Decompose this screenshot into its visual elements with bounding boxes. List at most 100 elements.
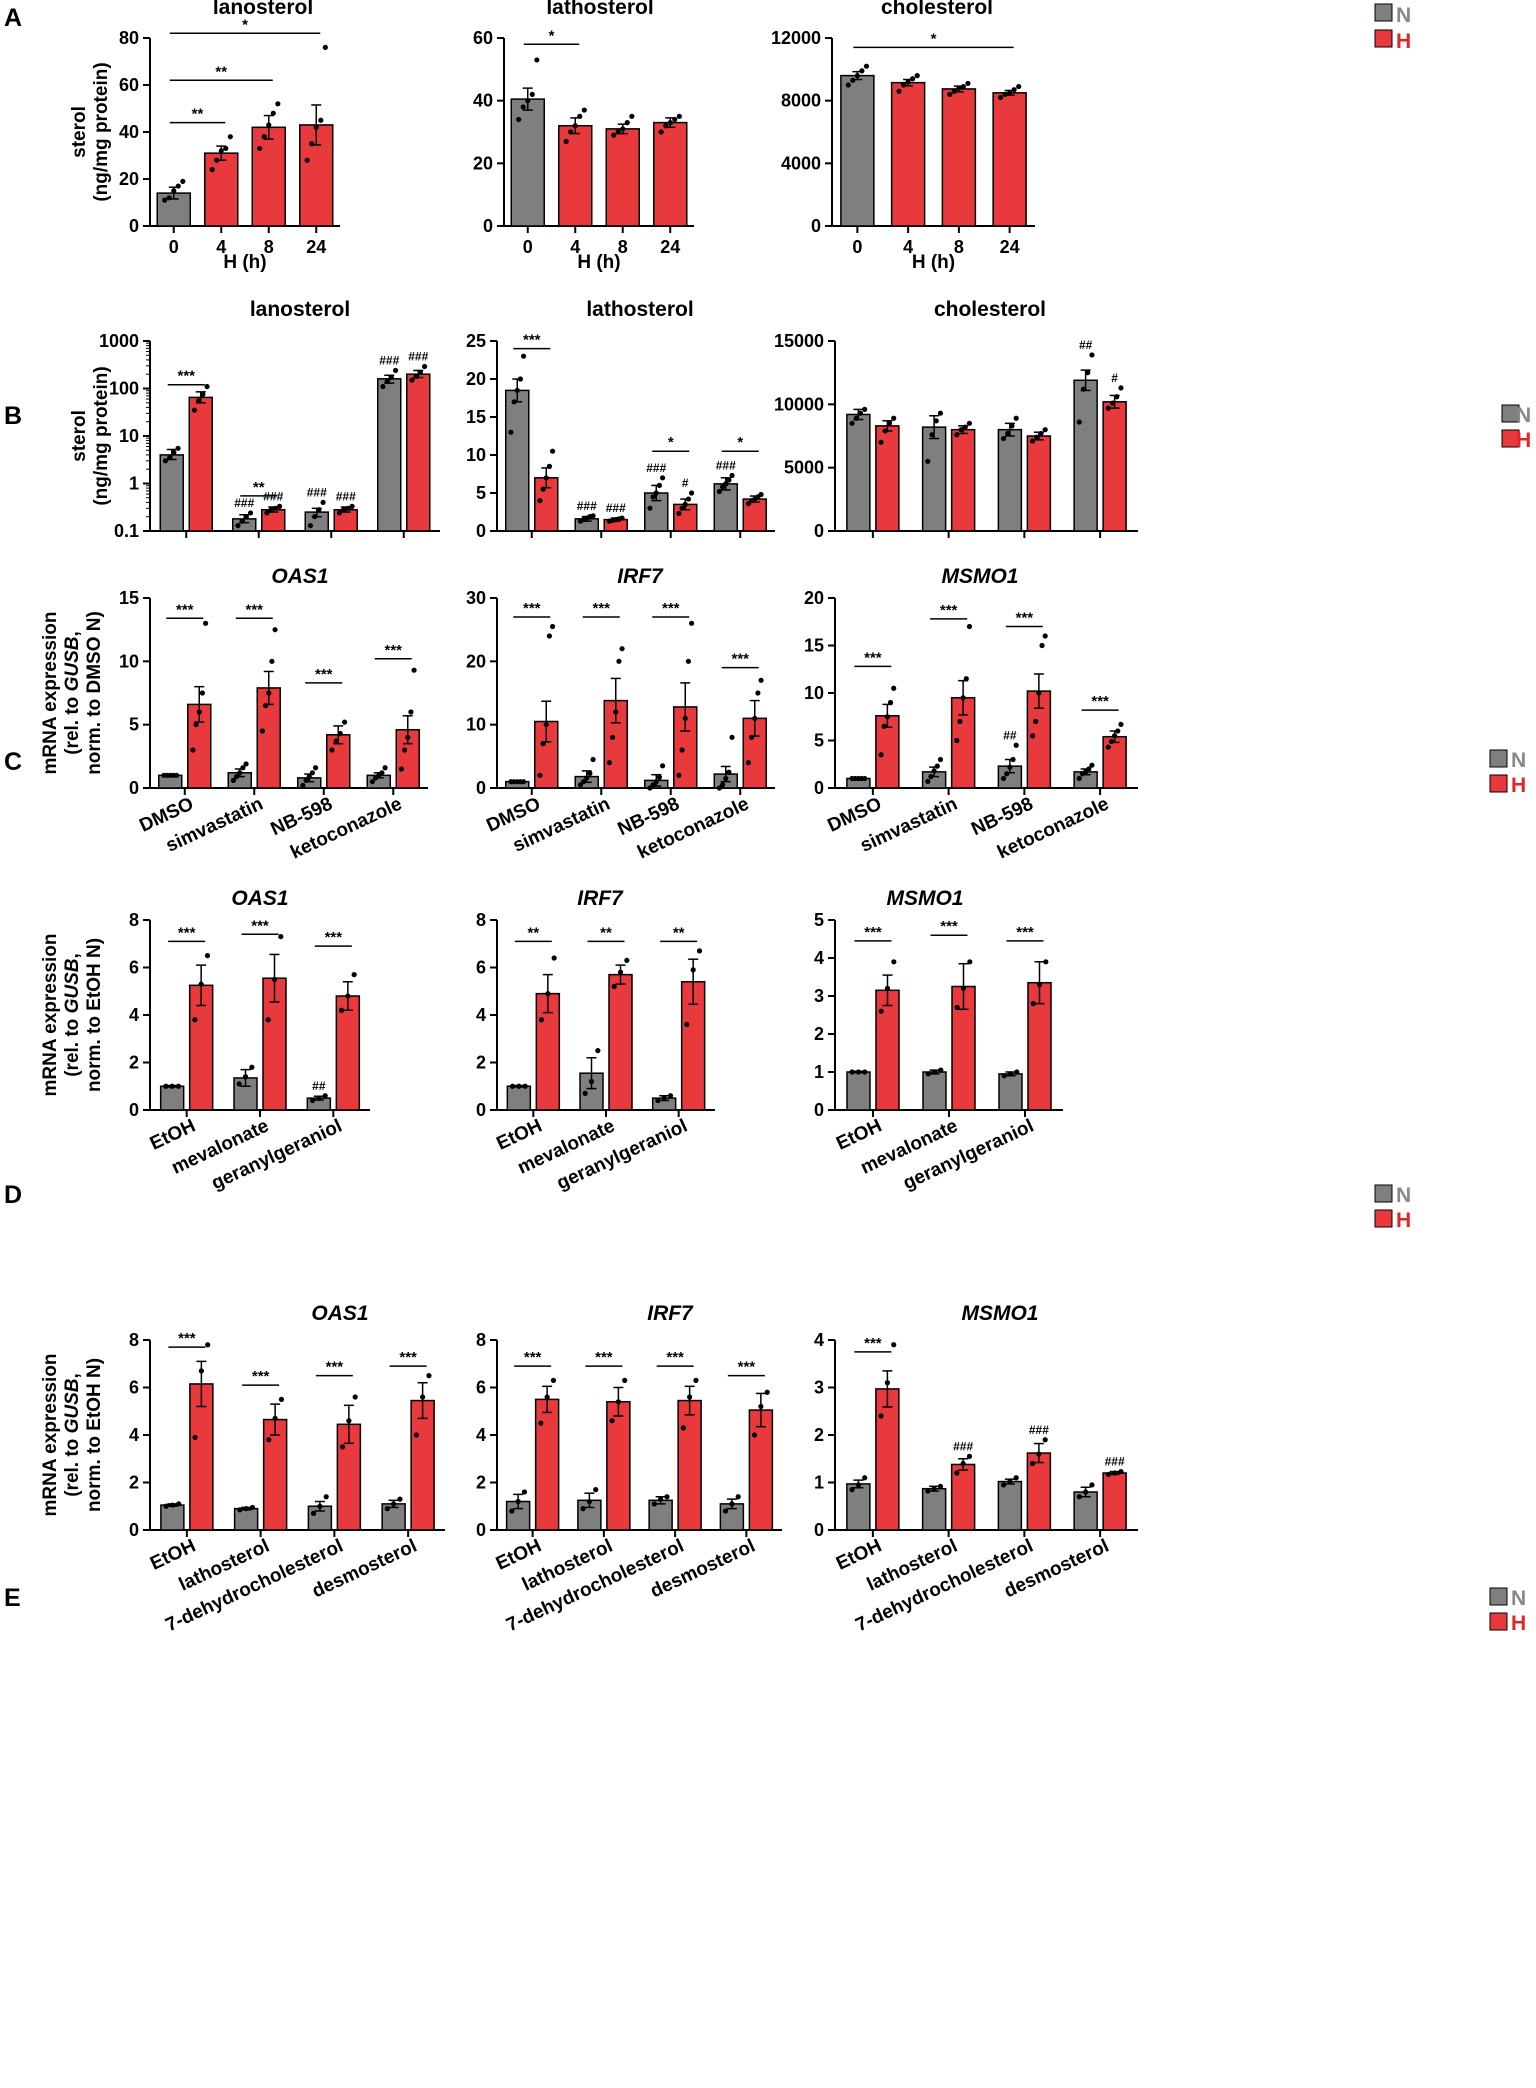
panel-label-c: C xyxy=(4,748,22,776)
y-axis-label: mRNA expression(rel. to GUSB,norm. to Et… xyxy=(40,1354,105,1517)
data-point xyxy=(369,779,376,785)
gene-name: GUSB xyxy=(62,636,83,691)
data-point xyxy=(235,522,241,529)
data-point xyxy=(266,122,272,128)
data-point xyxy=(304,157,310,163)
data-point xyxy=(661,1095,667,1101)
data-point xyxy=(891,415,897,421)
data-point xyxy=(925,1488,931,1494)
data-point xyxy=(609,1418,615,1424)
legend-label-h: H xyxy=(1396,1209,1411,1232)
significance-label: * xyxy=(242,16,248,33)
bar-h xyxy=(251,126,286,227)
data-point xyxy=(582,1090,588,1096)
data-point xyxy=(650,782,656,788)
x-tick-label: 4 xyxy=(216,237,226,257)
data-point xyxy=(339,1444,346,1450)
data-point xyxy=(191,407,198,413)
data-point xyxy=(937,410,944,416)
data-point xyxy=(587,770,593,777)
data-point xyxy=(384,1506,390,1512)
data-point xyxy=(272,1415,278,1421)
x-axis-label: H (h) xyxy=(223,252,266,273)
y-axis-label-line: (ng/mg protein) xyxy=(91,62,112,201)
data-point xyxy=(960,1460,966,1467)
data-point xyxy=(198,981,204,987)
significance-label: *** xyxy=(864,1335,882,1352)
bar-h xyxy=(890,81,926,227)
y-tick-label: 2 xyxy=(476,1053,486,1073)
bar-h xyxy=(204,152,239,227)
data-point xyxy=(175,445,181,451)
data-point xyxy=(653,779,659,785)
y-tick-label: 4 xyxy=(814,1330,824,1350)
hash-annotation: ## xyxy=(312,1079,326,1093)
y-tick-label: 10000 xyxy=(774,394,824,414)
data-point xyxy=(544,1394,550,1400)
data-point xyxy=(676,113,682,119)
data-point xyxy=(653,490,659,496)
hash-annotation: ### xyxy=(234,496,254,510)
data-point xyxy=(656,774,663,780)
data-point xyxy=(515,1498,521,1505)
y-axis-label-line: norm. to DMSO N) xyxy=(84,611,105,775)
x-tick-label: 4 xyxy=(903,237,913,257)
bar-h xyxy=(875,989,900,1111)
data-point xyxy=(317,1503,323,1509)
data-point xyxy=(278,934,284,940)
data-point xyxy=(1014,1069,1020,1075)
data-point xyxy=(658,1496,664,1502)
data-point xyxy=(514,387,520,393)
data-point xyxy=(588,1078,595,1085)
data-point xyxy=(900,82,907,88)
data-point xyxy=(962,424,968,430)
data-point xyxy=(679,505,685,511)
x-category-label: geranylgeraniol xyxy=(900,1115,1037,1194)
data-point xyxy=(167,455,173,461)
bar-n xyxy=(846,1071,871,1111)
data-point xyxy=(1007,1071,1014,1077)
data-point xyxy=(954,1470,960,1476)
significance-label: *** xyxy=(662,600,680,617)
chart-a2: lathosterol 0 20 40 60 * 0 4 8 24 H (h) xyxy=(473,0,694,273)
data-point xyxy=(243,1506,249,1512)
y-tick-label: 6 xyxy=(129,1378,139,1398)
data-point xyxy=(193,722,199,728)
data-point xyxy=(312,765,319,771)
data-point xyxy=(199,690,206,696)
data-point xyxy=(275,101,281,107)
bar-n xyxy=(846,413,871,532)
data-point xyxy=(577,782,584,788)
significance-label: * xyxy=(668,434,674,451)
bar-h xyxy=(410,1399,435,1531)
significance-label: *** xyxy=(1016,610,1034,627)
y-tick-label: 4 xyxy=(476,1005,486,1025)
data-point xyxy=(855,1069,862,1075)
data-point xyxy=(590,513,596,519)
data-point xyxy=(511,399,517,405)
data-point xyxy=(1076,419,1082,425)
data-point xyxy=(276,503,283,509)
data-point xyxy=(236,1081,242,1087)
data-point xyxy=(162,197,168,203)
y-axis-label-line: mRNA expression xyxy=(40,934,61,1097)
y-axis-label-line: (rel. to GUSB, xyxy=(62,1373,83,1497)
significance-label: *** xyxy=(940,918,958,935)
data-point xyxy=(716,785,723,791)
data-point xyxy=(849,1069,855,1075)
data-point xyxy=(663,123,669,129)
data-point xyxy=(333,738,339,744)
significance-label: *** xyxy=(523,600,541,617)
legend-swatch-n xyxy=(1374,3,1393,22)
data-point xyxy=(688,490,695,496)
x-axis-label: H (h) xyxy=(912,252,955,273)
legend-e: N H xyxy=(1489,1587,1526,1635)
hash-annotation: ### xyxy=(1029,1423,1049,1437)
y-tick-label: 0 xyxy=(811,216,821,236)
hash-annotation: ### xyxy=(577,499,597,513)
data-point xyxy=(233,774,240,780)
data-point xyxy=(508,429,514,435)
data-point xyxy=(337,730,343,737)
y-tick-label: 0 xyxy=(814,1520,824,1540)
